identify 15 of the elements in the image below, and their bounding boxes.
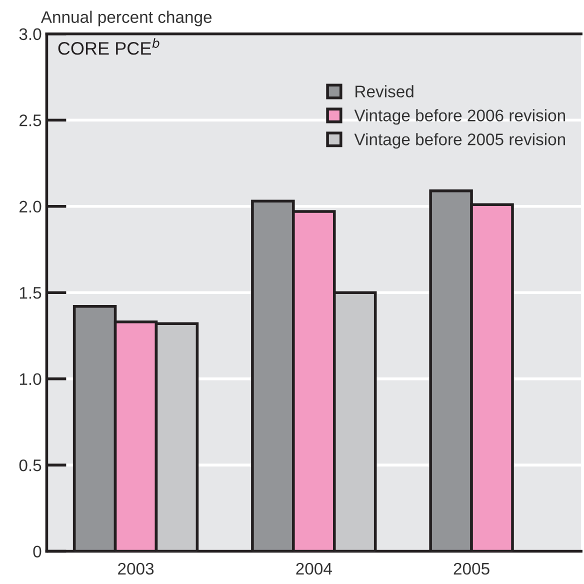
y-tick-label: 3.0 <box>19 28 42 40</box>
legend-label: Vintage before 2006 revision <box>354 109 566 125</box>
y-tick-label: 1.0 <box>20 373 42 386</box>
legend-label: Revised <box>356 85 414 98</box>
x-tick-label: 2005 <box>454 562 490 575</box>
y-axis-title: Annual percent change <box>40 10 212 26</box>
y-tick-label: 2.5 <box>20 114 42 126</box>
x-tick-label: 2004 <box>296 562 332 575</box>
x-tick-label: 2003 <box>118 562 154 575</box>
chart-title: CORE PCE$^{b}$ <box>58 38 160 55</box>
y-tick-label: 0.5 <box>19 459 42 472</box>
y-tick-label: 0 <box>33 546 42 558</box>
y-tick-label: 2.0 <box>20 200 42 213</box>
y-tick-label: 1.5 <box>20 287 42 299</box>
legend-label: Vintage before 2005 revision <box>354 133 566 149</box>
